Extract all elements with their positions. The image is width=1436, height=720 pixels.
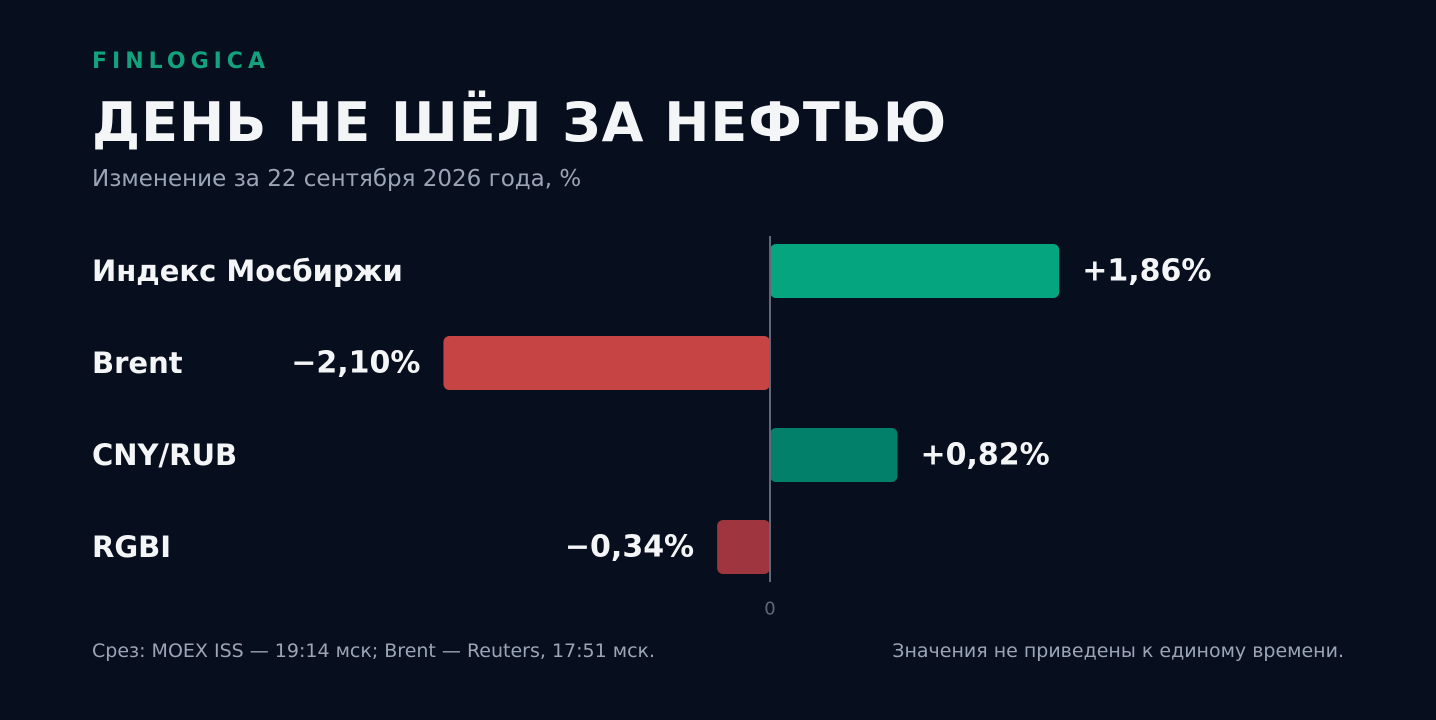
category-label-3: RGBI — [92, 530, 171, 564]
category-label-2: CNY/RUB — [92, 438, 237, 472]
category-label-0: Индекс Мосбиржи — [92, 254, 403, 288]
bar-0 — [770, 244, 1060, 298]
value-label-0: +1,86% — [1082, 254, 1211, 289]
value-label-1: −2,10% — [291, 346, 420, 381]
chart-title: ДЕНЬ НЕ ШЁЛ ЗА НЕФТЬЮ — [92, 91, 948, 154]
value-label-2: +0,82% — [921, 438, 1050, 473]
value-label-3: −0,34% — [565, 530, 694, 565]
bar-3 — [717, 520, 770, 574]
category-label-1: Brent — [92, 346, 183, 380]
bar-1 — [443, 336, 770, 390]
brand-label: FINLOGICA — [92, 49, 270, 74]
source-note: Срез: MOEX ISS — 19:14 мск; Brent — Reut… — [92, 640, 656, 662]
chart-subtitle: Изменение за 22 сентября 2026 года, % — [92, 166, 582, 192]
bar-2 — [770, 428, 898, 482]
timing-disclaimer: Значения не приведены к единому времени. — [892, 640, 1344, 662]
zero-tick-label: 0 — [764, 599, 775, 620]
